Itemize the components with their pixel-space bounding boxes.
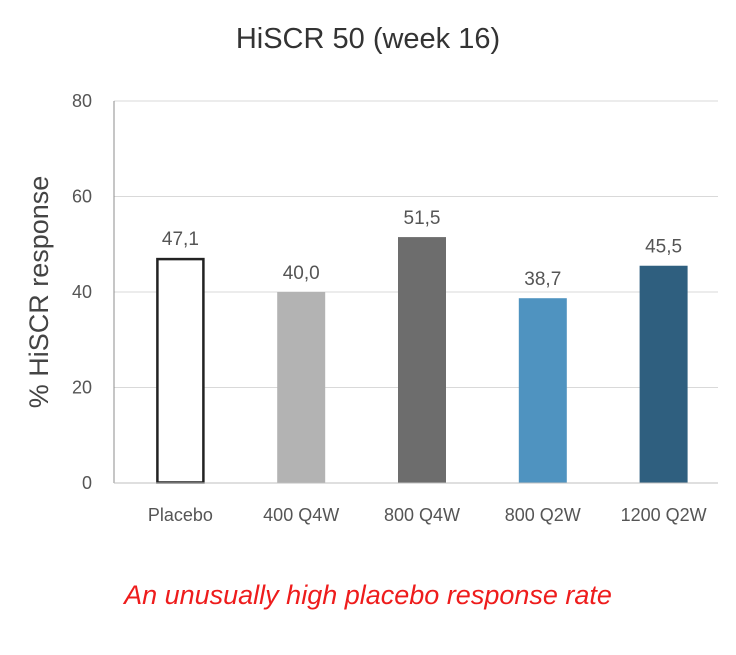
bar-chart: HiSCR 50 (week 16) % HiSCR response 0 20 4… (24, 23, 718, 525)
y-tick-label-80: 80 (72, 91, 92, 111)
x-tick-label-1200-q2w: 1200 Q2W (621, 505, 707, 525)
bars (156, 237, 688, 484)
data-labels: 47,1 40,0 51,5 38,7 45,5 (162, 208, 682, 290)
x-tick-label-800-q4w: 800 Q4W (384, 505, 460, 525)
bar-800-q4w (398, 237, 446, 483)
y-tick-label-40: 40 (72, 282, 92, 302)
data-label-800-q4w: 51,5 (404, 208, 441, 229)
bar-800-q2w (518, 298, 567, 483)
annotation-text: An unusually high placebo response rate (124, 580, 612, 610)
x-tick-label-800-q2w: 800 Q2W (505, 505, 581, 525)
y-tick-label-20: 20 (72, 378, 92, 398)
data-label-800-q2w: 38,7 (524, 269, 561, 290)
bar-400-q4w (277, 292, 326, 483)
x-tick-label-400-q4w: 400 Q4W (263, 505, 339, 525)
x-tick-label-placebo: Placebo (148, 505, 213, 525)
data-label-1200-q2w: 45,5 (645, 237, 682, 258)
y-tick-label-60: 60 (72, 187, 92, 207)
chart-title: HiSCR 50 (week 16) (236, 23, 500, 55)
bar-1200-q2w (639, 265, 688, 483)
data-label-placebo: 47,1 (162, 229, 199, 250)
y-tick-label-0: 0 (82, 473, 92, 493)
y-tick-labels: 0 20 40 60 80 (72, 91, 92, 493)
y-axis-label: % HiSCR response (24, 176, 54, 409)
data-label-400-q4w: 40,0 (283, 263, 320, 284)
bar-placebo (156, 257, 205, 484)
x-tick-labels: Placebo 400 Q4W 800 Q4W 800 Q2W 1200 Q2W (148, 505, 707, 525)
